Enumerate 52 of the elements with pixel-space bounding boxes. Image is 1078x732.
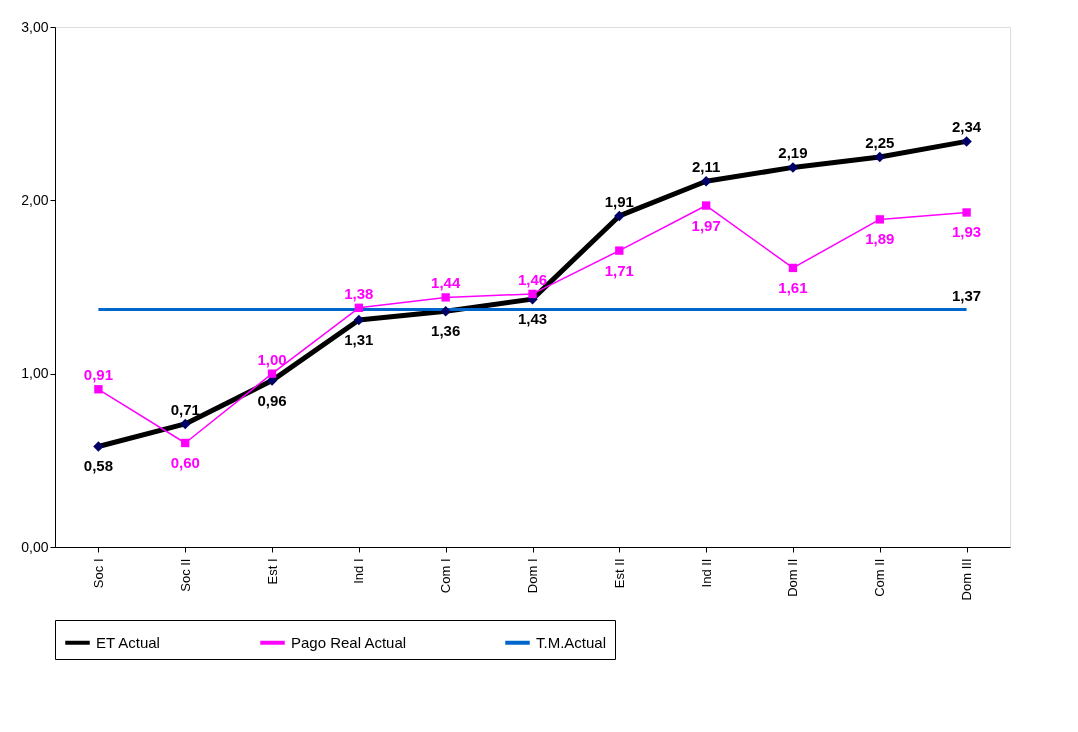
x-tick-label: Ind II: [698, 558, 714, 588]
data-label: 0,60: [170, 454, 200, 471]
point: [528, 289, 537, 299]
data-label: 2,34: [951, 118, 982, 136]
point: [701, 201, 711, 210]
data-label: 1,97: [691, 216, 721, 234]
data-label: 1,61: [778, 278, 808, 296]
data-label: 2,11: [691, 158, 721, 176]
point: [788, 263, 798, 273]
data-label: 1,37: [951, 286, 982, 304]
x-tick-label: Com I: [438, 558, 454, 594]
legend-label: ET Actual: [96, 633, 160, 651]
data-label: 0,91: [83, 366, 114, 384]
data-label: 1,93: [951, 223, 982, 241]
data-label: 2,25: [865, 134, 895, 151]
x-tick-label: Dom I: [525, 558, 540, 594]
data-label: 0,58: [83, 457, 114, 475]
point: [875, 215, 884, 224]
point: [354, 303, 364, 312]
data-label: 1,36: [431, 322, 461, 340]
point: [267, 369, 277, 378]
x-tick-label: Soc II: [177, 558, 193, 592]
data-label: 2,19: [778, 144, 808, 162]
y-tick-label: 0,00: [21, 538, 49, 555]
point: [962, 208, 971, 217]
x-tick-label: Soc I: [90, 558, 106, 589]
x-tick-label: Com II: [872, 558, 888, 597]
data-label: 1,00: [257, 350, 287, 368]
y-tick-label: 3,00: [21, 18, 49, 35]
x-tick-label: Ind I: [351, 558, 367, 584]
y-tick-label: 1,00: [21, 365, 49, 382]
x-tick-label: Est II: [611, 558, 627, 589]
legend-label: Pago Real Actual: [291, 633, 407, 651]
data-label: 1,31: [344, 330, 374, 348]
point: [441, 293, 450, 302]
data-label: 1,89: [865, 230, 895, 248]
data-label: 1,38: [344, 284, 374, 302]
point: [181, 438, 190, 448]
data-label: 1,44: [431, 274, 461, 292]
data-label: 0,96: [257, 391, 287, 409]
point: [94, 385, 103, 394]
x-tick-label: Dom II: [785, 558, 801, 597]
y-tick-label: 2,00: [21, 191, 49, 208]
data-label: 0,71: [170, 400, 200, 418]
legend-label: T.M.Actual: [536, 633, 607, 651]
data-label: 1,71: [604, 261, 634, 279]
data-label: 1,46: [517, 270, 548, 288]
x-tick-label: Est I: [264, 558, 280, 585]
data-label: 1,43: [517, 310, 548, 328]
x-tick-label: Dom III: [959, 558, 975, 601]
point: [615, 246, 624, 255]
data-label: 1,91: [604, 192, 634, 210]
